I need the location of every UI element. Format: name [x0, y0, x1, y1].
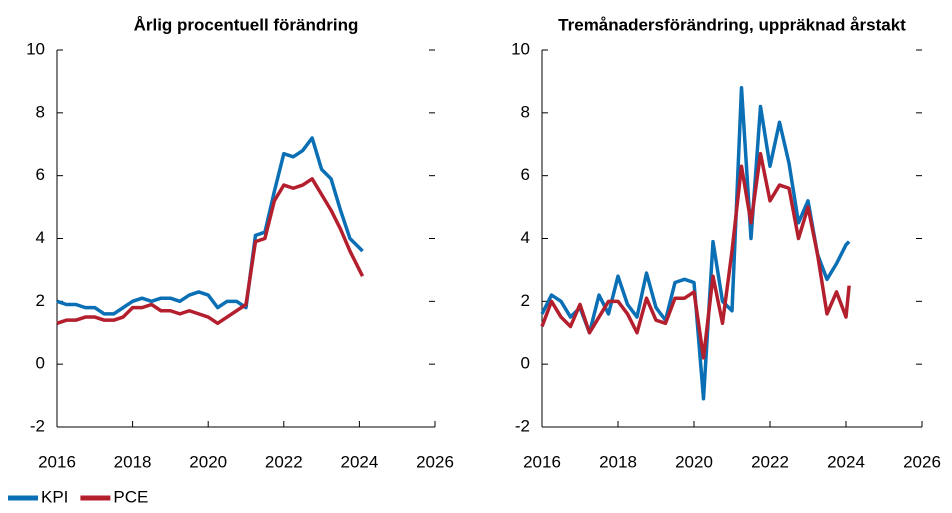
line-series: [540, 85, 851, 401]
line-series: [56, 136, 364, 316]
chart-title: Årlig procentuell förändring: [134, 15, 359, 34]
y-tick-label: 2: [521, 291, 530, 310]
x-tick-label: 2016: [38, 452, 76, 471]
x-tick-label: 2020: [189, 452, 227, 471]
x-tick-label: 2018: [599, 452, 637, 471]
y-tick-label: 10: [511, 39, 530, 58]
x-tick-label: 2022: [265, 452, 303, 471]
y-tick-label: 6: [36, 165, 45, 184]
line-series: [56, 177, 365, 326]
line-series: [540, 151, 851, 360]
y-tick-label: 8: [521, 102, 530, 121]
x-tick-label: 2016: [523, 452, 561, 471]
x-tick-label: 2024: [827, 452, 865, 471]
y-tick-label: 0: [36, 354, 45, 373]
x-tick-label: 2026: [903, 452, 941, 471]
y-tick-label: -2: [30, 416, 45, 435]
y-tick-label: 0: [521, 354, 530, 373]
chart-title: Tremånadersförändring, uppräknad årstakt: [558, 15, 906, 34]
legend-label: PCE: [113, 487, 148, 506]
x-tick-label: 2018: [114, 452, 152, 471]
x-tick-label: 2026: [416, 452, 454, 471]
y-tick-label: 10: [26, 39, 45, 58]
y-tick-label: 4: [36, 228, 45, 247]
legend-label: KPI: [41, 487, 68, 506]
x-tick-label: 2022: [751, 452, 789, 471]
y-tick-label: 8: [36, 102, 45, 121]
y-tick-label: -2: [515, 416, 530, 435]
y-tick-label: 2: [36, 291, 45, 310]
x-tick-label: 2024: [340, 452, 378, 471]
y-tick-label: 4: [521, 228, 530, 247]
x-tick-label: 2020: [675, 452, 713, 471]
y-tick-label: 6: [521, 165, 530, 184]
